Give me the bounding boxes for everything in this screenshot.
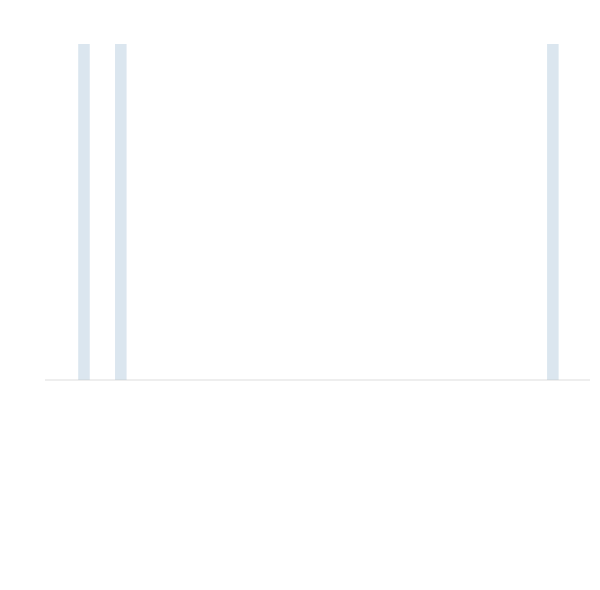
- sale-band: [547, 44, 559, 380]
- sale-band: [115, 44, 127, 380]
- plot-area: [45, 44, 590, 380]
- sale-band: [78, 44, 90, 380]
